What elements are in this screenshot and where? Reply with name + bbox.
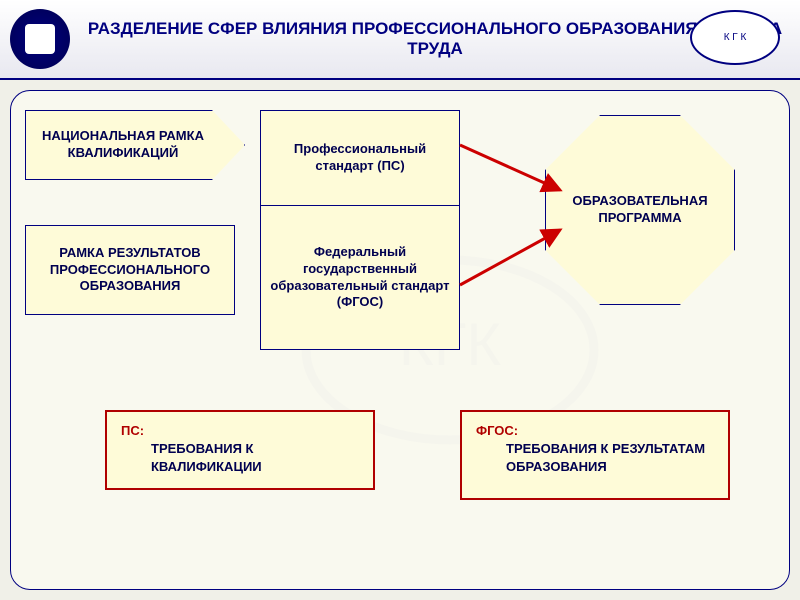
logo-right: К Г К: [690, 10, 780, 65]
center-stack: Профессиональный стандарт (ПС) Федеральн…: [260, 110, 460, 350]
ps-label: ПС:: [121, 422, 359, 440]
fgos-label: ФГОС:: [476, 422, 714, 440]
node-educational-program: ОБРАЗОВАТЕЛЬНАЯ ПРОГРАММА: [545, 115, 735, 305]
fgos-text: ТРЕБОВАНИЯ К РЕЗУЛЬТАТАМ ОБРАЗОВАНИЯ: [476, 440, 714, 476]
box-fgos-requirements: ФГОС: ТРЕБОВАНИЯ К РЕЗУЛЬТАТАМ ОБРАЗОВАН…: [460, 410, 730, 500]
node-results-framework: РАМКА РЕЗУЛЬТАТОВ ПРОФЕССИОНАЛЬНОГО ОБРА…: [25, 225, 235, 315]
node-federal-standard: Федеральный государственный образователь…: [261, 206, 459, 349]
box-ps-requirements: ПС: ТРЕБОВАНИЯ К КВАЛИФИКАЦИИ: [105, 410, 375, 490]
ps-text: ТРЕБОВАНИЯ К КВАЛИФИКАЦИИ: [121, 440, 359, 476]
node-national-framework: НАЦИОНАЛЬНАЯ РАМКА КВАЛИФИКАЦИЙ: [25, 110, 245, 180]
header: РАЗДЕЛЕНИЕ СФЕР ВЛИЯНИЯ ПРОФЕССИОНАЛЬНОГ…: [0, 0, 800, 80]
node-professional-standard: Профессиональный стандарт (ПС): [261, 111, 459, 206]
logo-left: [10, 9, 70, 69]
